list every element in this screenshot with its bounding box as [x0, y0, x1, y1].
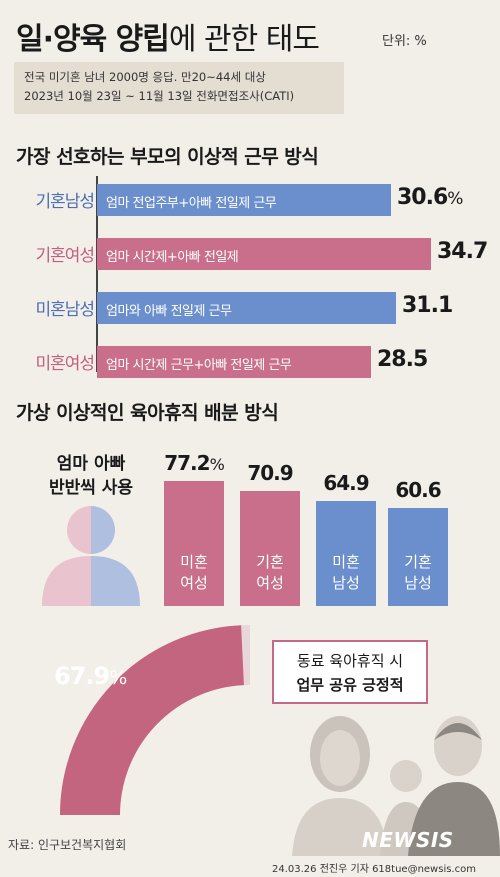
- chart1-value-pct: %: [447, 189, 463, 209]
- chart2-value-label: 77.2%: [154, 451, 234, 475]
- chart1-bar-label: 엄마 전업주부+아빠 전일제 근무: [106, 196, 277, 211]
- chart1-value-label: 34.7: [437, 239, 488, 264]
- gauge-callout-line2: 업무 공유 긍정적: [296, 676, 404, 694]
- chart2-subtitle: 엄마 아빠 반반씩 사용: [30, 452, 152, 500]
- chart1-axis: [96, 176, 98, 372]
- chart1-category-label: 미혼여성: [35, 354, 95, 374]
- survey-note: 전국 미기혼 남녀 2000명 응답. 만20~44세 대상 2023년 10월…: [14, 62, 344, 114]
- chart2-category-line: 미혼: [332, 553, 360, 571]
- survey-note-line1: 전국 미기혼 남녀 2000명 응답. 만20~44세 대상: [24, 70, 266, 84]
- chart1-bar: [97, 292, 396, 324]
- chart1-value-number: 30.6: [397, 185, 448, 210]
- chart2-subtitle-line2: 반반씩 사용: [48, 478, 134, 498]
- person-icon: [42, 506, 140, 606]
- chart2-value-label: 60.6: [378, 478, 458, 502]
- source-label: 자료: 인구보건복지협회: [8, 838, 127, 852]
- chart1-bar-label: 엄마와 아빠 전일제 근무: [106, 304, 232, 319]
- page-title: 일·양육 양립에 관한 태도: [16, 14, 320, 58]
- chart1-value-number: 31.1: [402, 293, 453, 318]
- gauge-value: 67.9%: [54, 662, 127, 690]
- chart2-column: [164, 481, 224, 606]
- title-bold: 일·양육 양립: [16, 22, 170, 57]
- chart2-category-line: 기혼: [256, 553, 284, 571]
- chart1-category-label: 미혼남성: [35, 300, 95, 320]
- chart1-value-number: 34.7: [437, 239, 488, 264]
- chart2-value-number: 77.2: [164, 451, 210, 475]
- chart2-value-number: 64.9: [323, 471, 369, 495]
- chart1-value-label: 30.6%: [397, 185, 463, 210]
- unit-label: 단위: %: [382, 34, 427, 49]
- chart1-bar-label: 엄마 시간제+아빠 전일제: [106, 250, 239, 265]
- chart2-category-line: 남성: [404, 574, 432, 592]
- chart2-category-line: 남성: [332, 574, 360, 592]
- chart2-column: [388, 508, 448, 606]
- chart2-column: [240, 491, 300, 606]
- chart1-category-label: 기혼남성: [35, 192, 95, 212]
- chart2-category-line: 미혼: [180, 553, 208, 571]
- gauge-chart: [60, 625, 251, 815]
- newsis-logo: NEWSIS: [362, 828, 454, 852]
- gauge-callout: 동료 육아휴직 시 업무 공유 긍정적: [272, 640, 428, 704]
- chart2-subtitle-line1: 엄마 아빠: [56, 454, 126, 474]
- gauge-value-pct: %: [109, 667, 127, 689]
- survey-note-line2: 2023년 10월 23일 ~ 11월 13일 전화면접조사(CATI): [24, 89, 295, 103]
- gauge-fill: [60, 625, 245, 815]
- chart2-value-label: 70.9: [230, 461, 310, 485]
- section1-title: 가장 선호하는 부모의 이상적 근무 방식: [16, 146, 319, 168]
- gauge-value-number: 67.9: [54, 662, 110, 690]
- family-illustration: [292, 716, 500, 856]
- chart2-category-line: 기혼: [404, 553, 432, 571]
- gauge-callout-line1: 동료 육아휴직 시: [296, 652, 404, 670]
- title-rest: 에 관한 태도: [168, 22, 320, 57]
- chart2-value-number: 60.6: [395, 478, 441, 502]
- credit-line: 24.03.26 전진우 기자 618tue@newsis.com: [272, 864, 476, 875]
- chart1-bar: [97, 184, 391, 216]
- chart2-column: [316, 501, 376, 606]
- chart1-value-label: 28.5: [377, 347, 428, 372]
- chart2-value-number: 70.9: [247, 461, 293, 485]
- chart2-category-line: 여성: [180, 574, 208, 592]
- chart2-category-line: 여성: [256, 574, 284, 592]
- chart2-value-pct: %: [209, 455, 225, 474]
- chart1-category-label: 기혼여성: [35, 246, 95, 266]
- chart1-value-number: 28.5: [377, 347, 428, 372]
- chart2-value-label: 64.9: [306, 471, 386, 495]
- chart1-value-label: 31.1: [402, 293, 453, 318]
- chart1-bar: [97, 238, 431, 270]
- chart1-bar-label: 엄마 시간제 근무+아빠 전일제 근무: [106, 358, 292, 373]
- section2-title: 가상 이상적인 육아휴직 배분 방식: [16, 402, 279, 424]
- chart1-bar: [97, 346, 371, 378]
